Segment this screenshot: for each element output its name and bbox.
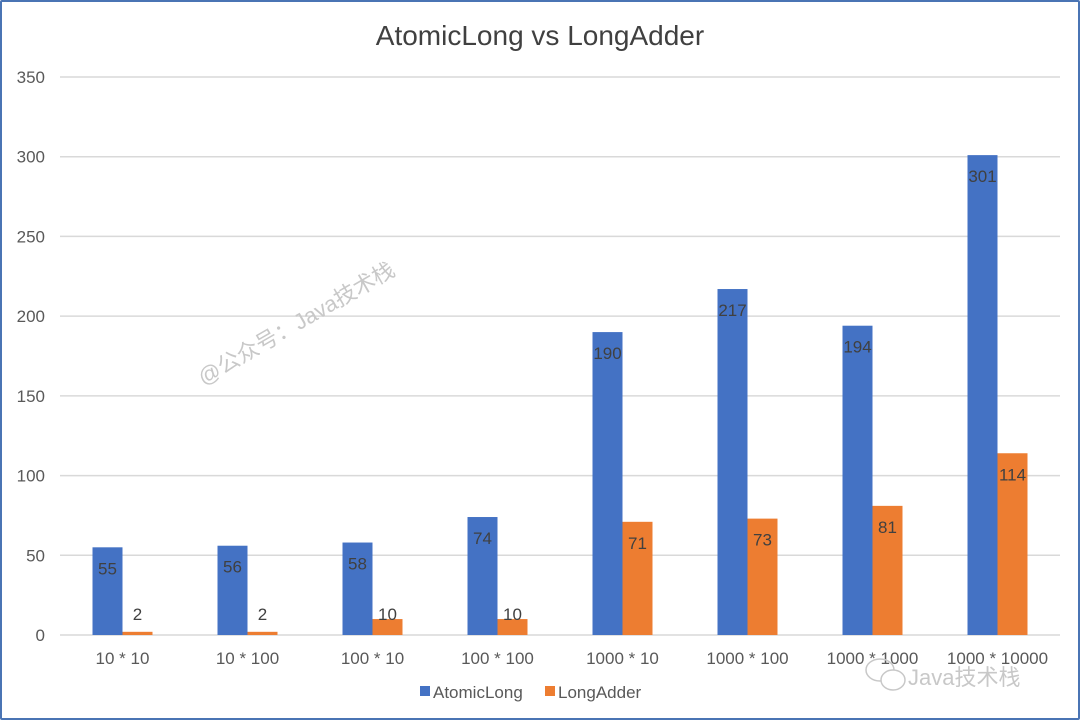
- y-tick-label: 350: [17, 68, 45, 87]
- data-label: 194: [843, 338, 871, 357]
- bar-atomiclong: [717, 289, 748, 635]
- wechat-logo-icon: [865, 658, 906, 691]
- bar-longadder: [372, 619, 403, 635]
- data-label: 114: [999, 465, 1026, 484]
- legend-label: AtomicLong: [433, 683, 523, 702]
- x-tick-label: 1000 * 10: [586, 649, 659, 668]
- legend-label: LongAdder: [558, 683, 642, 702]
- bar-atomiclong: [467, 517, 498, 635]
- chart-title: AtomicLong vs LongAdder: [376, 20, 704, 51]
- y-tick-label: 50: [26, 546, 45, 565]
- x-tick-label: 1000 * 10000: [947, 649, 1048, 668]
- data-label: 56: [223, 558, 242, 577]
- bar-longadder: [122, 631, 153, 635]
- data-label: 73: [753, 531, 772, 550]
- data-label: 2: [133, 605, 142, 624]
- bar-atomiclong: [342, 542, 373, 635]
- x-tick-label: 1000 * 100: [706, 649, 788, 668]
- data-label: 10: [378, 605, 397, 624]
- legend-swatch: [420, 686, 430, 696]
- data-label: 58: [348, 555, 367, 574]
- x-tick-label: 100 * 10: [341, 649, 404, 668]
- watermark-corner: Java技术栈: [908, 665, 1020, 690]
- data-label: 2: [258, 605, 267, 624]
- bar-longadder: [622, 521, 653, 635]
- data-label: 55: [98, 559, 117, 578]
- data-label: 81: [878, 518, 897, 537]
- bar-atomiclong: [967, 155, 998, 635]
- bar-longadder: [747, 518, 778, 635]
- x-tick-label: 100 * 100: [461, 649, 534, 668]
- bar-longadder: [247, 631, 278, 635]
- bar-atomiclong: [217, 545, 248, 635]
- watermark-diagonal: @公众号：Java技术栈: [194, 257, 399, 390]
- y-tick-label: 300: [17, 148, 45, 167]
- data-label: 301: [968, 167, 996, 186]
- legend: AtomicLong LongAdder: [420, 683, 642, 702]
- x-tick-label: 10 * 10: [96, 649, 150, 668]
- x-tick-label: 10 * 100: [216, 649, 279, 668]
- bar-atomiclong: [842, 325, 873, 635]
- data-label: 71: [628, 534, 647, 553]
- bar-longadder: [497, 619, 528, 635]
- y-tick-label: 250: [17, 227, 45, 246]
- bar-longadder: [872, 505, 903, 635]
- y-tick-label: 150: [17, 387, 45, 406]
- x-tick-label: 1000 * 1000: [827, 649, 919, 668]
- data-label: 190: [593, 344, 621, 363]
- bar-longadder: [997, 453, 1028, 635]
- y-tick-label: 200: [17, 307, 45, 326]
- data-label: 74: [473, 529, 492, 548]
- bar-atomiclong: [592, 332, 623, 635]
- bar-atomiclong: [92, 547, 123, 635]
- y-tick-label: 0: [36, 626, 45, 645]
- legend-swatch: [545, 686, 555, 696]
- y-tick-label: 100: [17, 467, 45, 486]
- data-label: 10: [503, 605, 522, 624]
- data-label: 217: [718, 301, 746, 320]
